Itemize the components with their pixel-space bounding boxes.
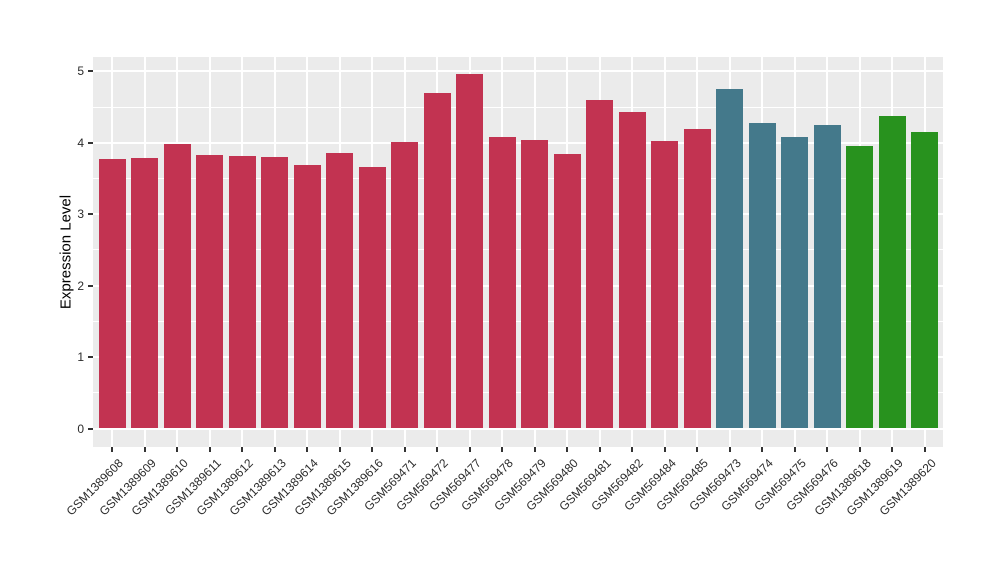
- bar-GSM569479: [521, 139, 548, 429]
- minor-gridline: [93, 320, 943, 322]
- x-tick-mark: [728, 447, 731, 452]
- bar-GSM569482: [618, 112, 646, 429]
- bar-GSM1389619: [878, 115, 906, 429]
- bar-GSM569481: [586, 99, 613, 429]
- x-tick-mark: [891, 447, 893, 452]
- bar-GSM569485: [683, 129, 711, 429]
- minor-gridline: [93, 177, 943, 179]
- bar-GSM569477: [456, 74, 483, 429]
- y-tick-label: 0: [77, 421, 84, 436]
- bar-GSM1389616: [358, 167, 386, 429]
- major-gridline: [93, 427, 943, 430]
- x-tick-mark: [273, 447, 276, 452]
- major-gridline: [93, 70, 943, 73]
- x-tick-mark: [858, 447, 861, 452]
- bar-GSM1389615: [326, 153, 353, 429]
- major-gridline: [93, 356, 943, 359]
- x-tick-mark: [793, 447, 796, 452]
- bar-GSM569472: [423, 92, 451, 429]
- x-tick-mark: [241, 447, 243, 452]
- x-tick-mark: [176, 447, 178, 452]
- x-tick-mark: [923, 447, 926, 452]
- bar-GSM1389620: [911, 132, 938, 429]
- x-tick-mark: [306, 447, 308, 452]
- major-gridline: [93, 284, 943, 287]
- bar-GSM569478: [488, 137, 516, 429]
- y-tick-label: 1: [77, 350, 84, 365]
- minor-gridline: [93, 106, 943, 108]
- x-tick-mark: [338, 447, 341, 452]
- y-tick-mark: [88, 141, 93, 144]
- bar-GSM569484: [651, 141, 678, 429]
- bar-GSM1389613: [261, 157, 288, 429]
- x-tick-mark: [761, 447, 763, 452]
- x-tick-mark: [143, 447, 146, 452]
- bar-GSM569474: [748, 122, 776, 429]
- bar-GSM569475: [781, 137, 808, 429]
- y-tick-label: 4: [77, 135, 84, 150]
- x-tick-mark: [663, 447, 666, 452]
- x-tick-mark: [468, 447, 471, 452]
- y-tick-mark: [88, 427, 93, 430]
- bar-GSM1389609: [131, 157, 158, 429]
- major-gridline: [93, 141, 943, 144]
- plot-panel: [93, 57, 943, 447]
- x-tick-mark: [598, 447, 601, 452]
- x-tick-mark: [696, 447, 698, 452]
- y-tick-label: 2: [77, 278, 84, 293]
- bar-GSM1389618: [846, 145, 873, 429]
- bar-GSM569476: [813, 124, 841, 429]
- bar-GSM569480: [553, 154, 581, 429]
- x-tick-mark: [501, 447, 503, 452]
- y-tick-label: 3: [77, 207, 84, 222]
- major-gridline: [93, 213, 943, 216]
- y-tick-mark: [88, 284, 93, 287]
- x-tick-mark: [533, 447, 536, 452]
- x-tick-mark: [111, 447, 113, 452]
- x-tick-mark: [403, 447, 406, 452]
- bar-GSM1389608: [98, 159, 126, 429]
- y-tick-label: 5: [77, 64, 84, 79]
- x-tick-mark: [208, 447, 211, 452]
- bar-GSM569473: [716, 89, 743, 429]
- bar-GSM1389612: [228, 156, 256, 429]
- y-tick-mark: [88, 70, 93, 73]
- x-tick-mark: [631, 447, 633, 452]
- x-tick-mark: [436, 447, 438, 452]
- x-tick-mark: [371, 447, 373, 452]
- y-tick-mark: [88, 356, 93, 359]
- bar-GSM1389610: [163, 144, 191, 429]
- y-tick-mark: [88, 213, 93, 216]
- bar-GSM569471: [391, 142, 418, 429]
- bar-GSM1389614: [293, 164, 321, 429]
- bar-GSM1389611: [196, 154, 223, 429]
- x-tick-mark: [826, 447, 828, 452]
- minor-gridline: [93, 392, 943, 394]
- minor-gridline: [93, 249, 943, 251]
- x-tick-mark: [566, 447, 568, 452]
